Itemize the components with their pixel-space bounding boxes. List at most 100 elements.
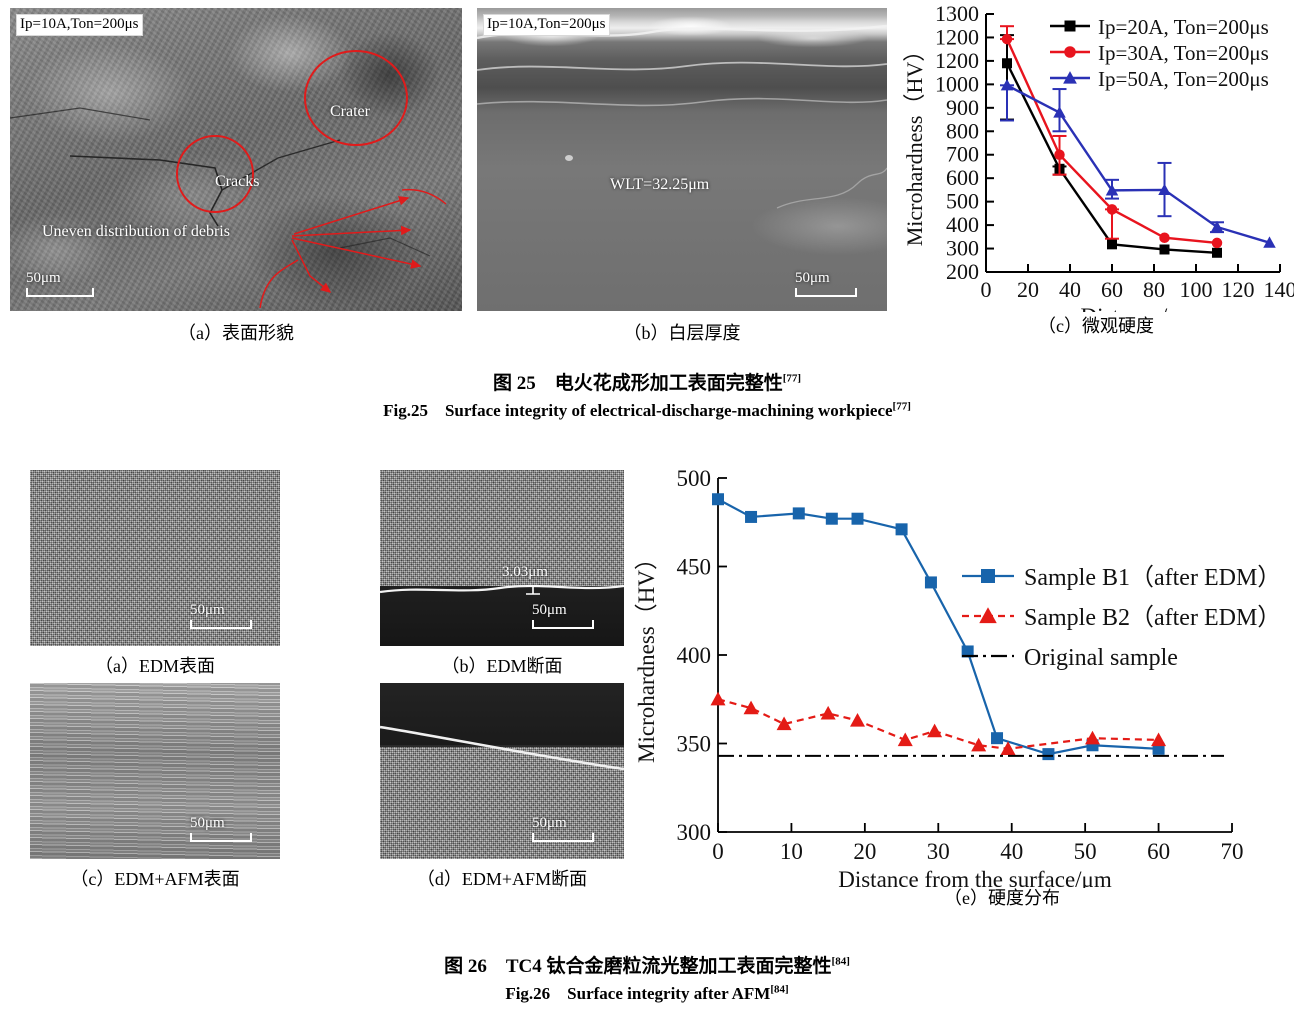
- fig26-subcaption-d: （d）EDM+AFM断面: [416, 869, 588, 889]
- interface-line: [380, 584, 624, 594]
- legend-entry: Sample B2（after EDM）: [962, 605, 1281, 631]
- scale-bar-line: [532, 620, 594, 629]
- sem-label-cracks: Cracks: [215, 173, 260, 190]
- data-point-marker: [971, 737, 987, 752]
- sem-label-layer-thickness: 3.03μm: [502, 564, 548, 580]
- legend-label: Sample B2（after EDM）: [1024, 605, 1281, 631]
- x-tick-label: 50: [1074, 839, 1097, 864]
- data-point-marker: [895, 523, 908, 536]
- x-tick-label: 30: [927, 839, 950, 864]
- x-tick-label: 0: [712, 839, 724, 864]
- x-tick-label: 40: [1000, 839, 1023, 864]
- fig25-subcaption-b: （b）白层厚度: [623, 323, 741, 343]
- x-axis-label: Distance/μm: [1080, 304, 1197, 312]
- fig26-panel-d: 50μm （d）EDM+AFM断面: [380, 683, 630, 889]
- sem-parameter-tag: Ip=10A,Ton=200μs: [16, 14, 143, 36]
- sem-parameter-tag: Ip=10A,Ton=200μs: [483, 14, 610, 36]
- data-point-marker: [1064, 20, 1076, 32]
- x-tick-label: 0: [981, 277, 992, 302]
- fig25-caption-en: Fig.25 Surface integrity of electrical-d…: [0, 396, 1294, 421]
- legend-entry: Original sample: [962, 645, 1178, 671]
- figure-25: Ip=10A,Ton=200μs Crater Cracks Uneven di…: [0, 0, 1294, 420]
- data-point-marker: [1107, 239, 1117, 250]
- crater-annotation-circle: [304, 50, 408, 146]
- scale-bar-label: 50μm: [190, 815, 225, 831]
- y-tick-label: 350: [677, 732, 712, 757]
- data-point-marker: [979, 607, 997, 624]
- y-tick-label: 1000: [935, 71, 979, 96]
- data-point-marker: [927, 723, 943, 738]
- fig26-caption-cn-ref: [84]: [831, 955, 850, 968]
- data-point-marker: [1159, 232, 1170, 244]
- fig25-subcaption-a: （a）表面形貌: [178, 323, 294, 343]
- sem-label-debris: Uneven distribution of debris: [42, 223, 230, 240]
- legend-label: Sample B1（after EDM）: [1024, 565, 1281, 591]
- data-point-marker: [1263, 236, 1276, 248]
- fig25-caption-cn-ref: [77]: [782, 372, 802, 385]
- sem-image-surface-morphology: Ip=10A,Ton=200μs Crater Cracks Uneven di…: [10, 8, 462, 311]
- legend-label: Ip=20A, Ton=200μs: [1098, 15, 1269, 39]
- sem-texture: [380, 470, 624, 588]
- scale-bar-line: [532, 833, 594, 842]
- data-point-marker: [743, 700, 759, 715]
- chart-series: [710, 691, 1167, 755]
- data-point-marker: [1151, 732, 1167, 747]
- data-point-marker: [981, 569, 995, 583]
- x-tick-label: 10: [780, 839, 803, 864]
- data-point-marker: [710, 691, 726, 706]
- legend-label: Ip=50A, Ton=200μs: [1098, 67, 1269, 91]
- sem-label-white-layer-thickness: WLT=32.25μm: [610, 176, 710, 193]
- data-point-marker: [1212, 247, 1222, 258]
- legend-entry: Sample B1（after EDM）: [962, 565, 1281, 591]
- y-tick-label: 450: [677, 555, 712, 580]
- x-tick-label: 20: [853, 839, 876, 864]
- data-point-marker: [991, 732, 1004, 745]
- sem-texture: [30, 683, 280, 859]
- y-tick-label: 400: [946, 212, 979, 237]
- fig25-panel-b: Ip=10A,Ton=200μs WLT=32.25μm 50μm （b）白层厚…: [477, 8, 887, 343]
- scale-bar-50um: 50μm: [532, 815, 594, 842]
- data-point-marker: [897, 732, 913, 747]
- thickness-caliper-icon: [526, 585, 540, 595]
- x-tick-label: 140: [1264, 277, 1294, 302]
- legend-label: Ip=30A, Ton=200μs: [1098, 41, 1269, 65]
- sem-image-white-layer: Ip=10A,Ton=200μs WLT=32.25μm 50μm: [477, 8, 887, 311]
- data-point-marker: [1064, 46, 1076, 58]
- sem-label-crater: Crater: [330, 103, 370, 120]
- scale-bar-line: [190, 620, 252, 629]
- y-tick-label: 700: [946, 142, 979, 167]
- data-point-marker: [1002, 58, 1012, 69]
- legend-label: Original sample: [1024, 645, 1178, 671]
- scale-bar-50um: 50μm: [26, 270, 94, 297]
- chart-series: [712, 493, 1165, 761]
- chart-series: [1000, 25, 1223, 249]
- scale-bar-line: [26, 288, 94, 297]
- fig25-caption-cn-text: 图 25 电火花成形加工表面完整性: [492, 373, 783, 394]
- y-tick-label: 200: [946, 259, 979, 284]
- data-point-marker: [792, 507, 805, 520]
- data-point-marker: [1000, 79, 1014, 91]
- y-tick-label: 400: [677, 643, 712, 668]
- data-point-marker: [1084, 730, 1100, 745]
- fig26-subcaption-e: （e）硬度分布: [944, 888, 1060, 908]
- y-tick-label: 800: [946, 118, 979, 143]
- y-tick-label: 1200: [935, 24, 979, 49]
- data-point-marker: [820, 705, 836, 720]
- fig26-subcaption-a: （a）EDM表面: [95, 656, 215, 676]
- y-axis-label: Microhardness（HV）: [634, 547, 659, 763]
- fig26-caption-en-text: Fig.26 Surface integrity after AFM: [505, 984, 771, 1003]
- fig26-caption-en-ref: [84]: [770, 983, 789, 996]
- legend-entry: Ip=50A, Ton=200μs: [1050, 67, 1269, 91]
- figure-26: 50μm （a）EDM表面 3.03μm 50μm （b）EDM断面: [0, 448, 1294, 1021]
- data-point-marker: [1042, 748, 1055, 761]
- data-point-marker: [1063, 71, 1077, 84]
- interface-line: [380, 725, 624, 771]
- fig26-panel-c: 50μm （c）EDM+AFM表面: [30, 683, 280, 889]
- data-point-marker: [1158, 183, 1171, 196]
- microhardness-chart: 2003004005006007008009001000120012001300…: [902, 1, 1294, 312]
- series-line: [717, 498, 1159, 756]
- fig26-subcaption-b: （b）EDM断面: [441, 656, 563, 676]
- fig26-panel-b: 3.03μm 50μm （b）EDM断面: [380, 470, 630, 676]
- data-point-marker: [961, 645, 974, 658]
- fig26-caption-cn: 图 26 TC4 钛合金磨粒流光整加工表面完整性[84]: [0, 951, 1294, 978]
